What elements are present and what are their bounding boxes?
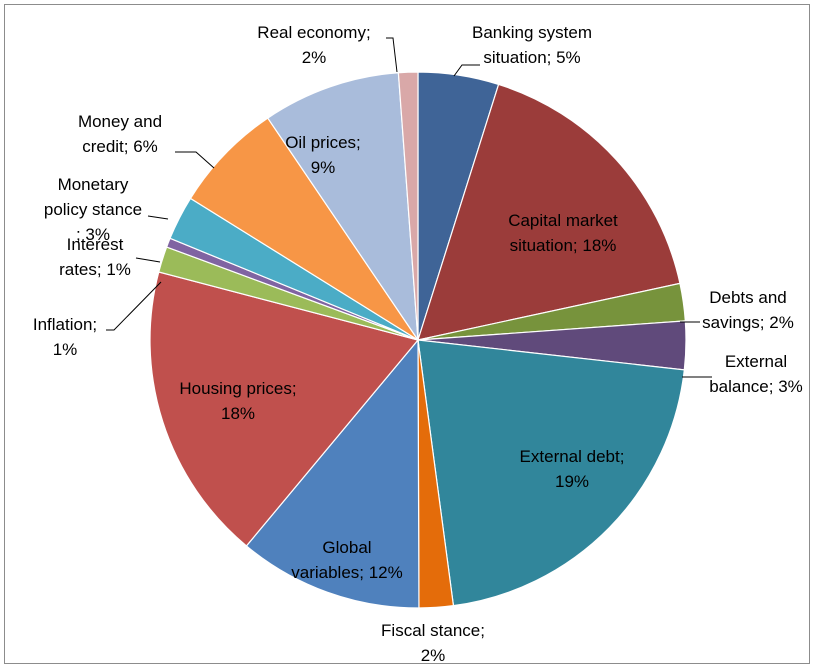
data-labels: Banking system situation; 5% Capital marke… [33,23,803,665]
pie-slice-global-variables [245,338,420,609]
pie-slices [149,71,687,609]
data-label-inflation: Inflation; 1% [33,315,97,359]
leader-line-inflation [106,281,162,331]
leader-line-money-and-credit [175,151,215,169]
data-label-external-balance: External balance; 3% [709,352,803,396]
data-label-housing-prices: Housing prices; 18% [179,379,296,423]
pie-slice-oil-prices [266,72,419,343]
leader-line-banking-system-situation [453,64,480,77]
pie-slice-capital-market-situation [417,83,681,341]
leader-line-monetary-policy-stance [147,215,169,220]
pie-slice-real-economy [397,71,419,341]
leader-line-real-economy [386,37,398,73]
pie-slice-external-debt [417,339,685,607]
data-label-debts-and-savings: Debts and savings; 2% [702,288,794,332]
data-label-oil-prices: Oil prices; 9% [285,133,361,177]
data-label-monetary-policy-stance: Monetary policy stance; 3% [44,175,142,244]
data-label-real-economy: Real economy; 2% [257,23,370,67]
data-label-external-debt: External debt; 19% [520,447,625,491]
data-label-money-and-credit: Money and credit; 6% [78,112,162,156]
pie-slice-money-and-credit [189,117,419,341]
pie-slice-housing-prices [149,271,420,547]
data-label-fiscal-stance: Fiscal stance; 2% [381,621,485,665]
data-label-banking-system-situation: Banking system situation; 5% [472,23,592,67]
data-label-interest-rates: Interest rates; 1% [59,235,131,279]
data-label-capital-market-situation: Capital market situation; 18% [508,211,618,255]
leader-line-interest-rates [135,257,161,263]
leader-lines [106,37,712,378]
data-label-global-variables: Global variables; 12% [291,538,403,582]
